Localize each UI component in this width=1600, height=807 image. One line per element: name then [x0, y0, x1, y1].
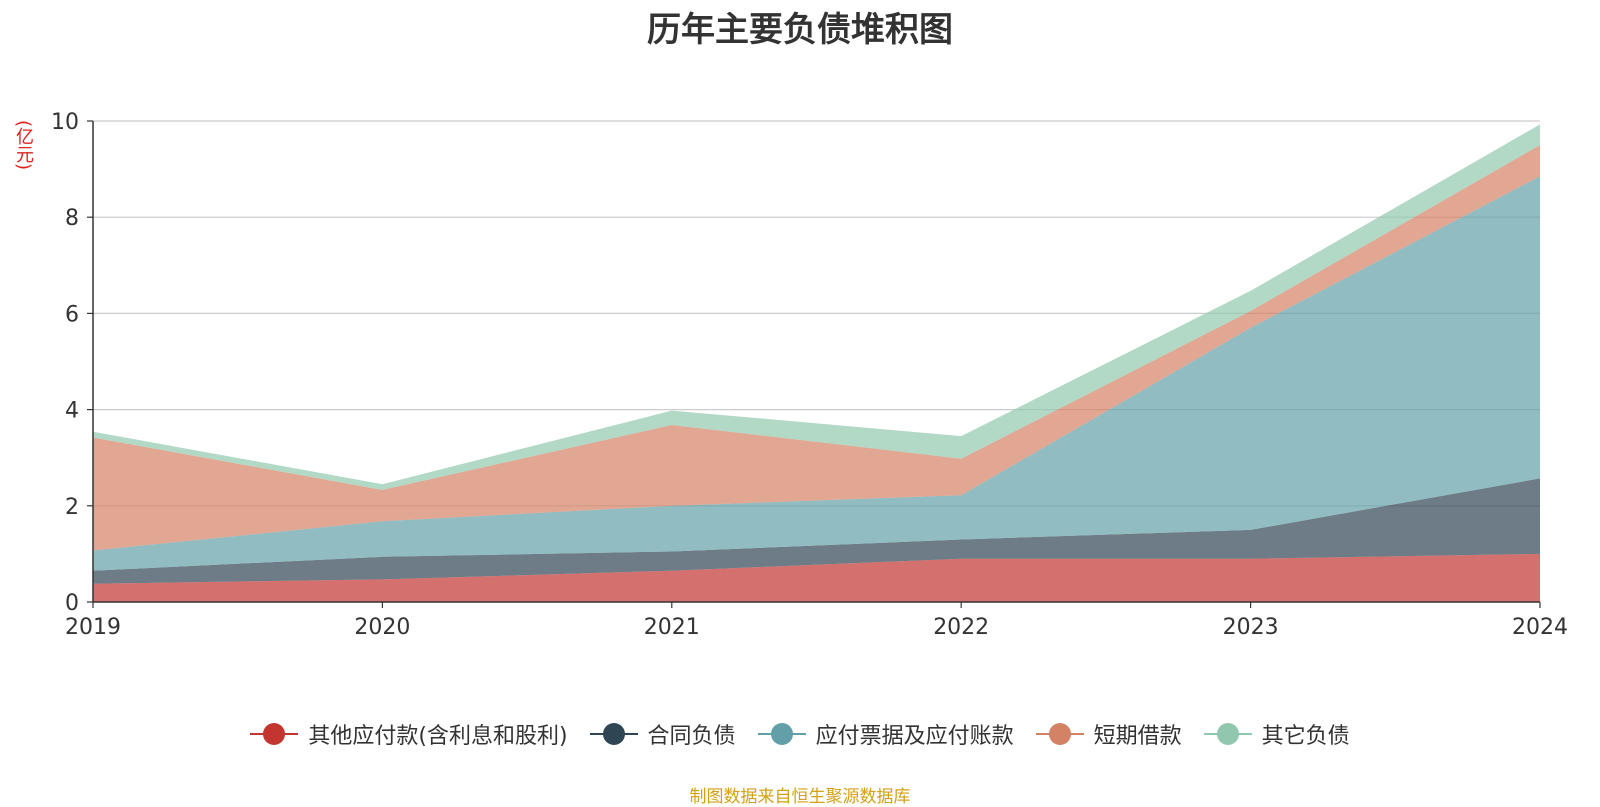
area-series-5[interactable]: [93, 124, 1540, 490]
y-tick-label: 2: [65, 495, 79, 520]
area-series-3[interactable]: [93, 176, 1540, 571]
legend-label: 应付票据及应付账款: [815, 724, 1014, 749]
legend-label: 其它负债: [1261, 724, 1350, 749]
x-tick-label: 2023: [1223, 615, 1279, 640]
legend-label: 短期借款: [1093, 724, 1182, 749]
legend-label: 合同负债: [647, 724, 736, 749]
y-tick-label: 0: [65, 591, 79, 616]
data-source-note: 制图数据来自恒生聚源数据库: [689, 787, 911, 807]
area-series: [93, 124, 1540, 602]
legend: 其他应付款(含利息和股利) 合同负债 应付票据及应付账款 短期借款 其它负债: [0, 718, 1600, 750]
y-tick-label: 8: [65, 206, 79, 231]
y-tick-label: 4: [65, 399, 79, 424]
area-series-1[interactable]: [93, 553, 1540, 602]
legend-marker-icon: [589, 722, 638, 746]
x-tick-label: 2019: [65, 615, 121, 640]
legend-item-5[interactable]: 其它负债: [1203, 718, 1350, 750]
area-series-2[interactable]: [93, 478, 1540, 584]
legend-marker-icon: [250, 722, 299, 746]
legend-marker-icon: [1035, 722, 1084, 746]
legend-item-3[interactable]: 应付票据及应付账款: [757, 718, 1014, 750]
y-tick-label: 6: [65, 302, 79, 327]
chart-title: 历年主要负债堆积图: [647, 10, 953, 50]
x-tick-label: 2021: [644, 615, 700, 640]
legend-label: 其他应付款(含利息和股利): [308, 724, 568, 749]
y-axis-unit-label: (亿元): [13, 120, 34, 171]
y-tick-label: 10: [51, 110, 79, 135]
x-tick-label: 2024: [1512, 615, 1568, 640]
legend-marker-icon: [1203, 722, 1252, 746]
x-tick-label: 2022: [933, 615, 989, 640]
legend-item-4[interactable]: 短期借款: [1035, 718, 1182, 750]
legend-item-1[interactable]: 其他应付款(含利息和股利): [250, 718, 568, 750]
axes: 0 2 4 6 8 10 2019 2020 2021 2022 2023 2024: [51, 110, 1568, 640]
x-tick-label: 2020: [354, 615, 410, 640]
area-series-4[interactable]: [93, 145, 1540, 551]
legend-item-2[interactable]: 合同负债: [589, 718, 736, 750]
legend-marker-icon: [757, 722, 806, 746]
